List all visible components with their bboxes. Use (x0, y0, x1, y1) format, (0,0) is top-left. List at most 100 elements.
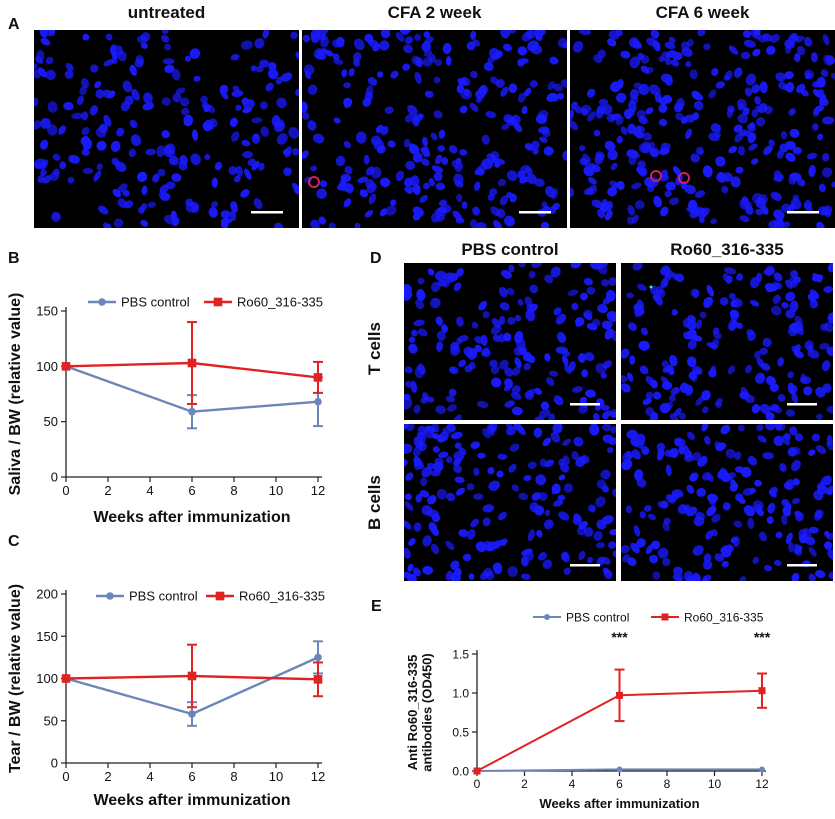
y-tick-label: 100 (36, 359, 58, 374)
legend-label: PBS control (121, 295, 190, 310)
significance-annotation: *** (754, 629, 771, 645)
y-axis-label: Tear / BW (relative value) (7, 584, 24, 773)
micrograph-untreated (34, 30, 299, 228)
micrograph-image (570, 30, 835, 228)
x-tick-label: 8 (664, 777, 671, 791)
data-point (61, 674, 71, 683)
x-tick-label: 10 (708, 777, 722, 791)
panel-d-title-ro60: Ro60_316-335 (670, 240, 784, 259)
y-tick-label: 1.5 (452, 648, 469, 662)
data-point (314, 397, 322, 406)
scale-bar (787, 564, 817, 567)
legend-marker (661, 613, 669, 621)
y-tick-label: 0.0 (452, 765, 469, 779)
scale-bar (570, 564, 600, 567)
y-tick-label: 0 (51, 470, 58, 485)
y-tick-label: 50 (44, 414, 58, 429)
scale-bar (251, 211, 283, 214)
x-tick-label: 6 (188, 483, 195, 498)
data-point (758, 687, 766, 695)
red-signal (308, 176, 320, 188)
nuclei-group (621, 263, 833, 420)
x-tick-label: 8 (230, 769, 237, 784)
red-signal (678, 172, 690, 184)
micrograph-t-cells-pbs (404, 263, 616, 420)
y-tick-label: 150 (36, 629, 58, 644)
panel-label-c: C (8, 533, 20, 550)
micrograph-b-cells-ro60 (621, 424, 833, 581)
y-tick-label: 50 (44, 713, 58, 728)
micrograph-image (34, 30, 299, 228)
chart-c: 0 50 100 150 200 0 2 4 6 8 10 12 Weeks after immuniz… (7, 584, 325, 809)
data-point (759, 766, 765, 773)
significance-annotation: *** (611, 629, 628, 645)
y-tick-label: 0 (51, 756, 58, 771)
legend-marker (98, 298, 106, 306)
legend-label: Ro60_316-335 (239, 589, 325, 604)
micrograph-image (404, 263, 616, 420)
micrograph-image (621, 424, 833, 581)
y-tick-label: 150 (36, 304, 58, 319)
chart-b: 0 50 100 150 0 2 4 6 8 10 12 Weeks after immunizati… (7, 293, 325, 526)
legend-label: Ro60_316-335 (684, 611, 764, 625)
panel-d-title-pbs-control: PBS control (461, 240, 559, 259)
y-axis-label-line: antibodies (OD450) (419, 653, 434, 771)
y-axis-label: Anti Ro60_316-335antibodies (OD450) (405, 653, 434, 771)
y-tick-label: 0.5 (452, 726, 469, 740)
legend-label: Ro60_316-335 (237, 295, 323, 310)
data-point (188, 407, 196, 416)
data-point (313, 675, 323, 684)
x-tick-label: 12 (311, 769, 325, 784)
x-tick-label: 10 (269, 769, 283, 784)
x-tick-label: 0 (62, 769, 69, 784)
x-axis-label: Weeks after immunization (93, 509, 290, 526)
x-tick-label: 2 (521, 777, 528, 791)
data-point (187, 671, 197, 681)
x-tick-label: 6 (616, 777, 623, 791)
x-axis-label: Weeks after immunization (539, 796, 699, 811)
data-point (61, 362, 71, 371)
x-tick-label: 12 (311, 483, 325, 498)
nuclei-group (404, 263, 616, 420)
panel-label-b: B (8, 250, 20, 267)
micrograph-cfa-2-week (302, 30, 567, 228)
data-point (616, 766, 623, 773)
panel-a-title-untreated: untreated (127, 3, 206, 22)
panel-label-e: E (371, 598, 382, 615)
legend-label: PBS control (129, 589, 198, 604)
nuclei-group (621, 424, 833, 581)
micrograph-t-cells-ro60 (621, 263, 833, 420)
chart-e: 0.0 0.5 1.0 1.5 0 2 4 6 8 10 12 Weeks after immuniz… (405, 611, 771, 812)
x-tick-label: 2 (104, 769, 111, 784)
x-tick-label: 0 (474, 777, 481, 791)
scale-bar (787, 211, 819, 214)
legend-marker (215, 591, 225, 601)
micrograph-image (404, 424, 616, 581)
x-tick-label: 8 (230, 483, 237, 498)
x-tick-label: 6 (188, 769, 195, 784)
x-tick-label: 4 (146, 483, 153, 498)
nuclei-group (34, 30, 299, 228)
green-signal (649, 285, 653, 289)
y-tick-label: 200 (36, 587, 58, 602)
x-tick-label: 12 (755, 777, 769, 791)
legend-marker (106, 592, 114, 600)
x-tick-label: 0 (62, 483, 69, 498)
micrograph-image (621, 263, 833, 420)
data-point (188, 710, 196, 718)
data-point (187, 358, 197, 368)
micrograph-image (302, 30, 567, 228)
micrograph-b-cells-pbs (404, 424, 616, 581)
nuclei-group (404, 424, 616, 581)
y-axis-label-line: Anti Ro60_316-335 (405, 655, 420, 771)
data-point (473, 767, 481, 775)
legend-label: PBS control (566, 611, 629, 625)
micrograph-cfa-6-week (570, 30, 835, 228)
x-tick-label: 2 (104, 483, 111, 498)
panel-d-row-b-cells: B cells (365, 475, 384, 530)
y-axis-label: Saliva / BW (relative value) (7, 293, 24, 496)
data-point (314, 653, 322, 662)
data-point (616, 691, 623, 699)
x-tick-label: 4 (146, 769, 153, 784)
legend-marker (544, 614, 550, 620)
